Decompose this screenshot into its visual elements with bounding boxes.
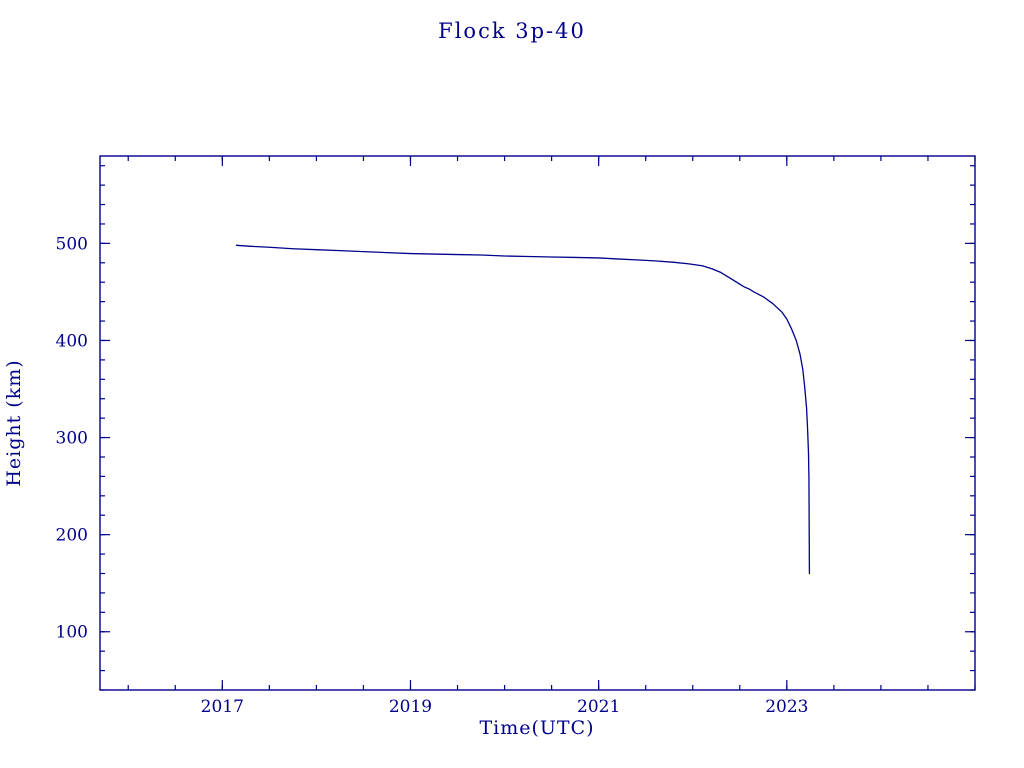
x-tick-label: 2019 [389, 697, 432, 717]
y-tick-label: 400 [56, 331, 88, 351]
plot-border [99, 155, 976, 691]
y-tick-label: 500 [56, 234, 88, 254]
decay-curve-orbital-height [235, 244, 811, 575]
y-tick-label: 100 [56, 623, 88, 643]
data-series [235, 244, 811, 575]
x-tick-label: 2017 [201, 697, 244, 717]
x-axis-label: Time(UTC) [479, 717, 594, 739]
y-axis-label: Height (km) [3, 359, 25, 486]
y-tick-label: 300 [56, 429, 88, 449]
x-tick-label: 2023 [765, 697, 808, 717]
plot-frame [99, 155, 976, 691]
y-tick-label: 200 [56, 526, 88, 546]
chart-title: Flock 3p-40 [438, 19, 586, 43]
x-tick-label: 2021 [577, 697, 620, 717]
axis-tick-labels: 2017 2019 2021 2023 100 200 300 400 500 [56, 234, 809, 717]
axis-ticks [100, 156, 976, 691]
